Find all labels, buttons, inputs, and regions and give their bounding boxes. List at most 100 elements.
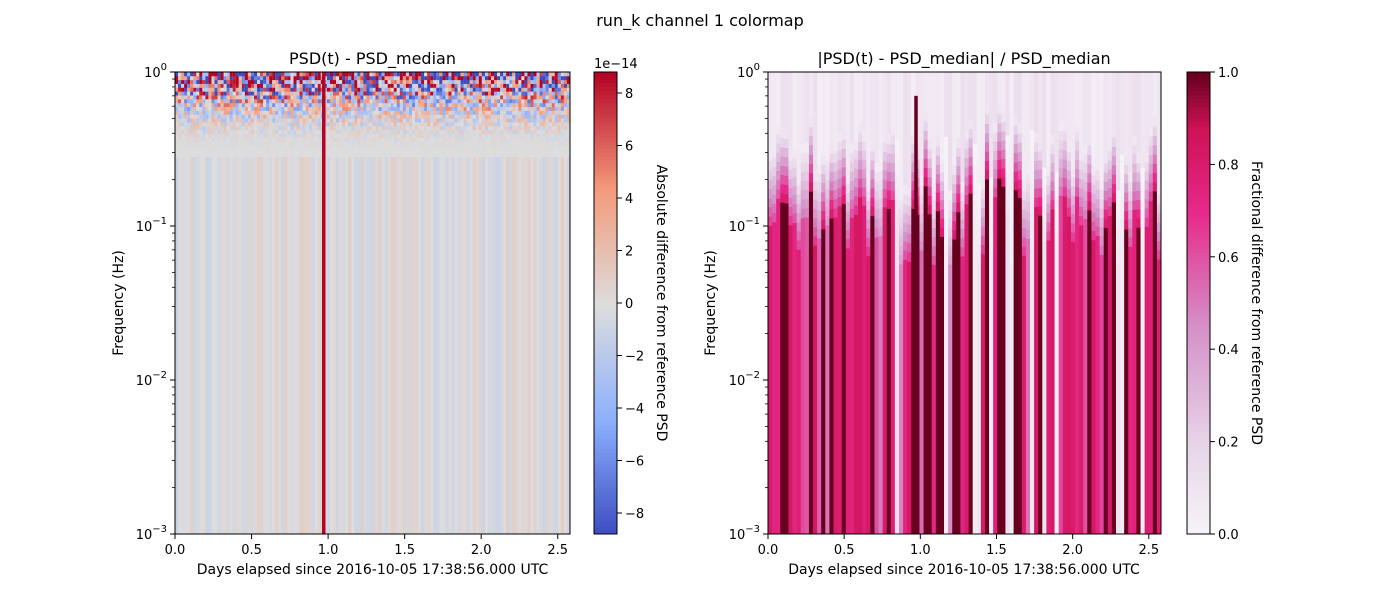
heatmap-cell xyxy=(284,133,288,138)
heatmap-cell xyxy=(421,145,425,150)
heatmap-cell xyxy=(375,106,379,111)
heatmap-cell xyxy=(275,137,279,142)
colorbar-segment xyxy=(1187,299,1210,304)
heatmap-cell xyxy=(412,145,416,150)
heatmap-cell xyxy=(290,83,294,88)
heatmap-cell xyxy=(923,158,929,168)
heatmap-cell xyxy=(181,114,185,119)
heatmap-cell xyxy=(882,197,888,208)
heatmap-cell xyxy=(560,87,565,92)
heatmap-column xyxy=(993,196,998,534)
heatmap-cell xyxy=(266,110,270,115)
heatmap-cell xyxy=(506,102,510,108)
heatmap-cell xyxy=(530,83,534,88)
heatmap-cell xyxy=(845,72,851,175)
heatmap-column xyxy=(964,203,969,534)
heatmap-cell xyxy=(293,98,297,104)
heatmap-cell xyxy=(372,145,376,150)
heatmap-cell xyxy=(487,79,492,84)
heatmap-cell xyxy=(269,95,273,100)
heatmap-cell xyxy=(257,129,261,134)
heatmap-cell xyxy=(193,152,197,158)
heatmap-cell xyxy=(366,152,370,158)
heatmap-cell xyxy=(269,145,273,150)
heatmap-cell xyxy=(1128,200,1133,210)
heatmap-cell xyxy=(478,98,483,104)
heatmap-cell xyxy=(375,129,379,134)
heatmap-cell xyxy=(247,141,252,146)
heatmap-cell xyxy=(460,102,465,108)
heatmap-cell xyxy=(415,87,419,92)
heatmap-cell xyxy=(278,75,282,81)
heatmap-cell xyxy=(333,95,337,100)
heatmap-cell xyxy=(348,129,352,134)
colorbar-segment xyxy=(594,437,617,443)
heatmap-cell xyxy=(220,72,225,77)
heatmap-column xyxy=(481,72,486,534)
heatmap-cell xyxy=(232,91,237,96)
heatmap-cell xyxy=(211,122,215,127)
heatmap-cell xyxy=(956,174,961,185)
heatmap-cell xyxy=(299,106,304,111)
heatmap-cell xyxy=(882,142,888,152)
heatmap-cell xyxy=(948,208,953,219)
colorbar-segment xyxy=(594,322,617,327)
heatmap-cell xyxy=(566,110,571,115)
colorbar-segment xyxy=(594,503,617,508)
heatmap-cell xyxy=(187,149,191,154)
heatmap-cell xyxy=(302,118,307,123)
heatmap-cell xyxy=(193,137,197,142)
y-tick-label: 100 xyxy=(144,62,167,81)
heatmap-cell xyxy=(566,75,571,81)
heatmap-cell xyxy=(515,106,519,111)
heatmap-cell xyxy=(226,114,231,119)
colorbar-segment xyxy=(594,149,617,154)
heatmap-cell xyxy=(536,72,541,77)
heatmap-column xyxy=(387,72,392,534)
heatmap-cell xyxy=(399,79,404,84)
heatmap-cell xyxy=(911,143,916,154)
heatmap-cell xyxy=(250,110,255,115)
heatmap-cell xyxy=(980,207,986,218)
heatmap-cell xyxy=(460,125,465,131)
heatmap-cell xyxy=(475,141,480,146)
heatmap-cell xyxy=(360,122,364,127)
heatmap-column xyxy=(390,72,395,534)
colorbar-tick-label: 1.0 xyxy=(1218,66,1239,81)
heatmap-cell xyxy=(451,133,455,138)
heatmap-cell xyxy=(997,72,1002,105)
heatmap-cell xyxy=(302,72,307,77)
heatmap-cell xyxy=(825,72,830,152)
heatmap-cell xyxy=(445,87,449,92)
heatmap-cell xyxy=(296,106,300,111)
heatmap-cell xyxy=(260,102,264,108)
colorbar-segment xyxy=(1187,122,1210,127)
heatmap-cell xyxy=(247,98,252,104)
heatmap-column xyxy=(193,72,197,534)
heatmap-cell xyxy=(187,133,191,138)
colorbar-segment xyxy=(1187,233,1210,239)
heatmap-cell xyxy=(497,98,501,104)
heatmap-cell xyxy=(491,145,495,150)
heatmap-cell xyxy=(254,133,258,138)
heatmap-cell xyxy=(418,91,422,96)
heatmap-cell xyxy=(448,137,452,142)
heatmap-cell xyxy=(378,141,383,146)
heatmap-cell xyxy=(190,129,194,134)
heatmap-cell xyxy=(387,137,392,142)
heatmap-cell xyxy=(293,72,297,77)
heatmap-cell xyxy=(260,149,264,154)
heatmap-cell xyxy=(254,122,258,127)
heatmap-cell xyxy=(878,72,884,162)
heatmap-cell xyxy=(1038,206,1043,216)
heatmap-cell xyxy=(266,129,270,134)
heatmap-cell xyxy=(518,114,522,119)
heatmap-cell xyxy=(1025,229,1031,239)
colorbar-segment xyxy=(594,164,617,169)
heatmap-cell xyxy=(396,98,401,104)
colorbar-segment xyxy=(594,406,617,412)
heatmap-cell xyxy=(475,106,480,111)
heatmap-cell xyxy=(890,125,896,136)
heatmap-cell xyxy=(952,72,957,166)
heatmap-cell xyxy=(808,145,814,155)
